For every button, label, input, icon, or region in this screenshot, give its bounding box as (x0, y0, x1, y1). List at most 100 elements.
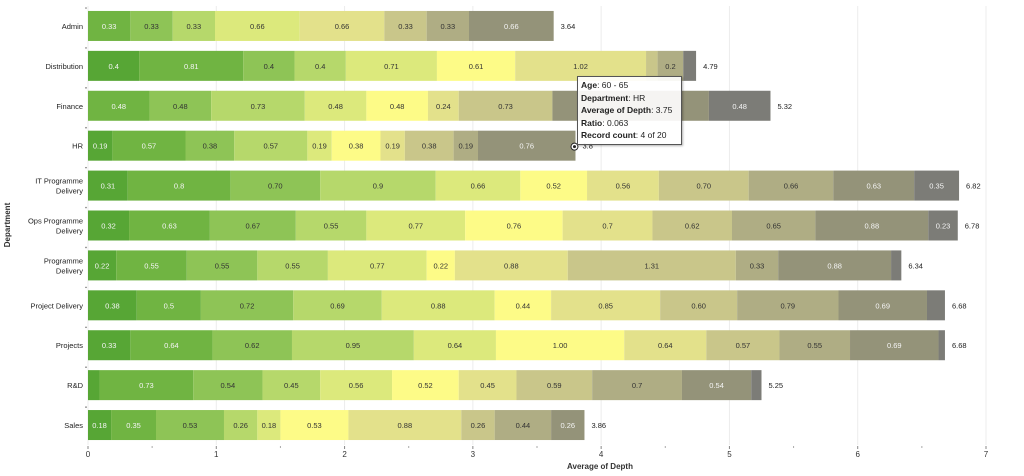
y-tick (85, 326, 87, 329)
y-tick (85, 87, 87, 89)
segment-label: 0.53 (183, 421, 198, 430)
bar-segment (646, 50, 658, 81)
bar-segment (348, 410, 462, 441)
category-label: IT Programme (35, 177, 83, 186)
segment-label: 0.72 (240, 301, 255, 310)
bar-segment (88, 50, 140, 81)
total-label: 5.32 (777, 102, 792, 111)
segment-label: 0.22 (433, 261, 448, 270)
tooltip-avg-label: Average of Depth (581, 105, 652, 115)
bar-segment (454, 250, 568, 281)
segment-label: 0.88 (865, 222, 880, 231)
tooltip-age-value: 60 - 65 (601, 80, 629, 90)
segment-label: 0.33 (102, 22, 117, 31)
category-label: HR (72, 142, 83, 151)
bar-segment (731, 210, 816, 241)
segment-label: 0.63 (866, 182, 881, 191)
bar-segment (683, 50, 697, 81)
segment-label: 0.7 (602, 222, 612, 231)
segment-label: 0.57 (142, 142, 157, 151)
bar-segment (551, 290, 661, 321)
bar-segment (928, 210, 958, 241)
bar-segment (458, 90, 553, 121)
bar-segment (427, 90, 459, 121)
segment-label: 0.33 (441, 22, 456, 31)
segment-label: 0.66 (784, 182, 799, 191)
bar-segment (458, 370, 517, 401)
bar-segment (926, 290, 945, 321)
y-tick (85, 246, 87, 249)
tooltip-ratio-label: Ratio (581, 117, 603, 128)
segment-label: 0.38 (105, 301, 120, 310)
category-label: R&D (67, 381, 83, 390)
total-label: 6.78 (965, 222, 980, 231)
bar-segment (293, 290, 382, 321)
bar-segment (129, 210, 210, 241)
segment-label: 0.62 (245, 341, 260, 350)
hover-marker-dot (572, 145, 576, 149)
bar-segment (735, 250, 779, 281)
bar-segment (136, 290, 201, 321)
bar-segment (516, 370, 593, 401)
segment-label: 0.7 (632, 381, 642, 390)
segment-label: 0.73 (498, 102, 513, 111)
bar-segment (193, 370, 263, 401)
bar-segment (88, 130, 113, 161)
bar-segment (477, 130, 576, 161)
bar-segment (295, 210, 367, 241)
segment-label: 0.26 (560, 421, 575, 430)
bar-segment (657, 50, 684, 81)
bar-segment (737, 290, 839, 321)
bar-segment (307, 130, 332, 161)
bar-segment (681, 370, 752, 401)
segment-label: 0.52 (418, 381, 433, 390)
segment-label: 0.19 (93, 142, 108, 151)
segment-label: 0.31 (101, 182, 116, 191)
segment-label: 0.48 (390, 102, 405, 111)
bar-segment (660, 290, 738, 321)
category-label: Delivery (56, 227, 83, 236)
tooltip-count-value: 4 of 20 (640, 130, 667, 140)
category-label: Sales (64, 421, 83, 430)
bar-segment (520, 170, 588, 201)
segment-label: 0.57 (736, 341, 751, 350)
bar-segment (88, 170, 128, 201)
bar-segment (88, 90, 150, 121)
segment-label: 0.44 (516, 421, 531, 430)
bar-segment (562, 210, 653, 241)
x-tick-label: 0 (86, 450, 91, 459)
segment-label: 0.77 (370, 261, 385, 270)
segment-label: 0.38 (349, 142, 364, 151)
segment-label: 0.4 (108, 62, 118, 71)
bar-segment (833, 170, 915, 201)
segment-label: 0.19 (312, 142, 327, 151)
segment-label: 0.64 (658, 341, 673, 350)
segment-label: 0.18 (262, 421, 277, 430)
segment-label: 0.33 (187, 22, 202, 31)
segment-label: 0.71 (384, 62, 399, 71)
bar-segment (495, 330, 625, 361)
bar-segment (320, 170, 436, 201)
segment-label: 0.65 (766, 222, 781, 231)
segment-label: 0.19 (385, 142, 400, 151)
x-tick-label: 7 (984, 450, 989, 459)
bar-segment (116, 250, 187, 281)
segment-label: 0.33 (144, 22, 159, 31)
bar-segment (257, 250, 328, 281)
tooltip-count-label: Record count (581, 130, 636, 140)
category-label: Delivery (56, 266, 83, 275)
y-axis-title: Department (3, 202, 12, 247)
bar-segment (88, 10, 131, 41)
bar-segment (366, 90, 428, 121)
bar-segment (130, 330, 213, 361)
segment-label: 0.48 (328, 102, 343, 111)
bar-segment (230, 170, 321, 201)
segment-label: 0.70 (268, 182, 283, 191)
bar-segment (779, 330, 851, 361)
y-tick (85, 366, 87, 368)
x-tick-label: 1 (214, 450, 219, 459)
bar-segment (435, 170, 521, 201)
segment-label: 0.48 (732, 102, 747, 111)
bar-segment (155, 410, 224, 441)
bar-segment (938, 330, 945, 361)
